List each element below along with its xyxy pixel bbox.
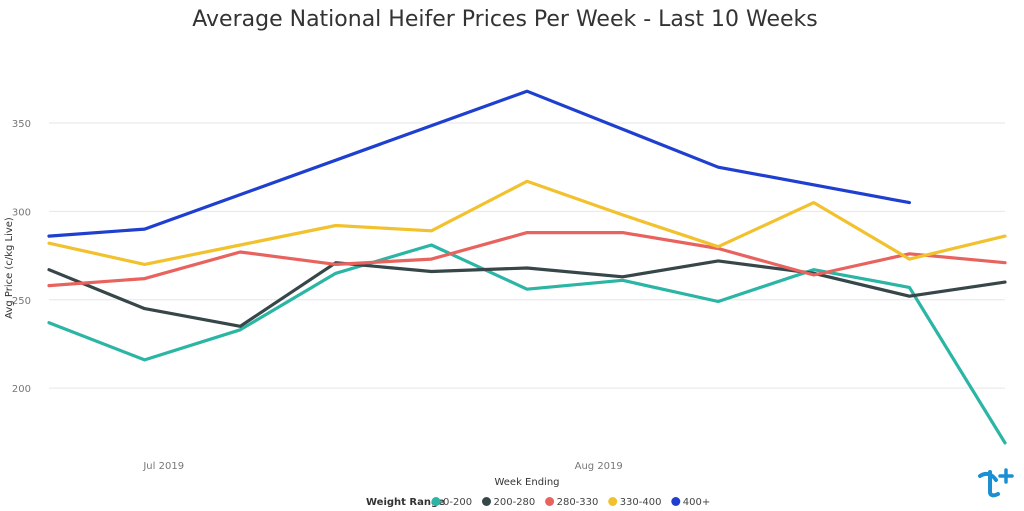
legend-item-0-200[interactable]: 0-200	[431, 497, 473, 508]
legend-marker	[482, 497, 491, 506]
legend-marker	[431, 497, 441, 506]
series-line-200-280	[47, 259, 1007, 328]
x-axis-label: Week Ending	[494, 477, 559, 488]
legend-label: 200-280	[494, 497, 536, 508]
x-tick-label: Aug 2019	[575, 461, 623, 472]
legend-marker	[545, 497, 555, 506]
x-tick-label: Jul 2019	[142, 461, 184, 472]
legend-label: 0-200	[443, 497, 472, 508]
y-tick-label: 300	[12, 207, 31, 218]
chart-title: Average National Heifer Prices Per Week …	[192, 7, 817, 32]
legend-label: 330-400	[620, 497, 662, 508]
y-tick-label: 350	[12, 119, 31, 130]
series-line-280-330	[47, 231, 1007, 288]
gridlines	[49, 122, 1005, 389]
legend-title: Weight Range	[366, 497, 445, 508]
series-line-330-400	[47, 179, 1007, 266]
legend-item-280-330[interactable]: 280-330	[545, 497, 598, 508]
legend-marker	[608, 497, 618, 506]
y-axis-ticks: 200 250 300 350	[12, 119, 31, 395]
legend-label: 280-330	[557, 497, 599, 508]
y-axis-label: Avg Price (c/kg Live)	[4, 217, 15, 319]
legend-marker	[671, 497, 681, 506]
series-line-0-200	[47, 243, 1007, 445]
series-line-400plus	[47, 89, 912, 238]
y-tick-label: 200	[12, 384, 31, 395]
series-lines	[47, 89, 1007, 445]
x-axis-ticks: Jul 2019 Aug 2019	[142, 461, 622, 472]
legend-item-200-280[interactable]: 200-280	[482, 497, 535, 508]
legend-item-330-400[interactable]: 330-400	[608, 497, 661, 508]
legend: Weight Range 0-200 200-280 280-330 330-400 4…	[366, 497, 710, 508]
legend-item-400plus[interactable]: 400+	[671, 497, 710, 508]
legend-label: 400+	[683, 497, 710, 508]
brand-logo-icon	[978, 468, 1014, 498]
y-tick-label: 250	[12, 296, 31, 307]
